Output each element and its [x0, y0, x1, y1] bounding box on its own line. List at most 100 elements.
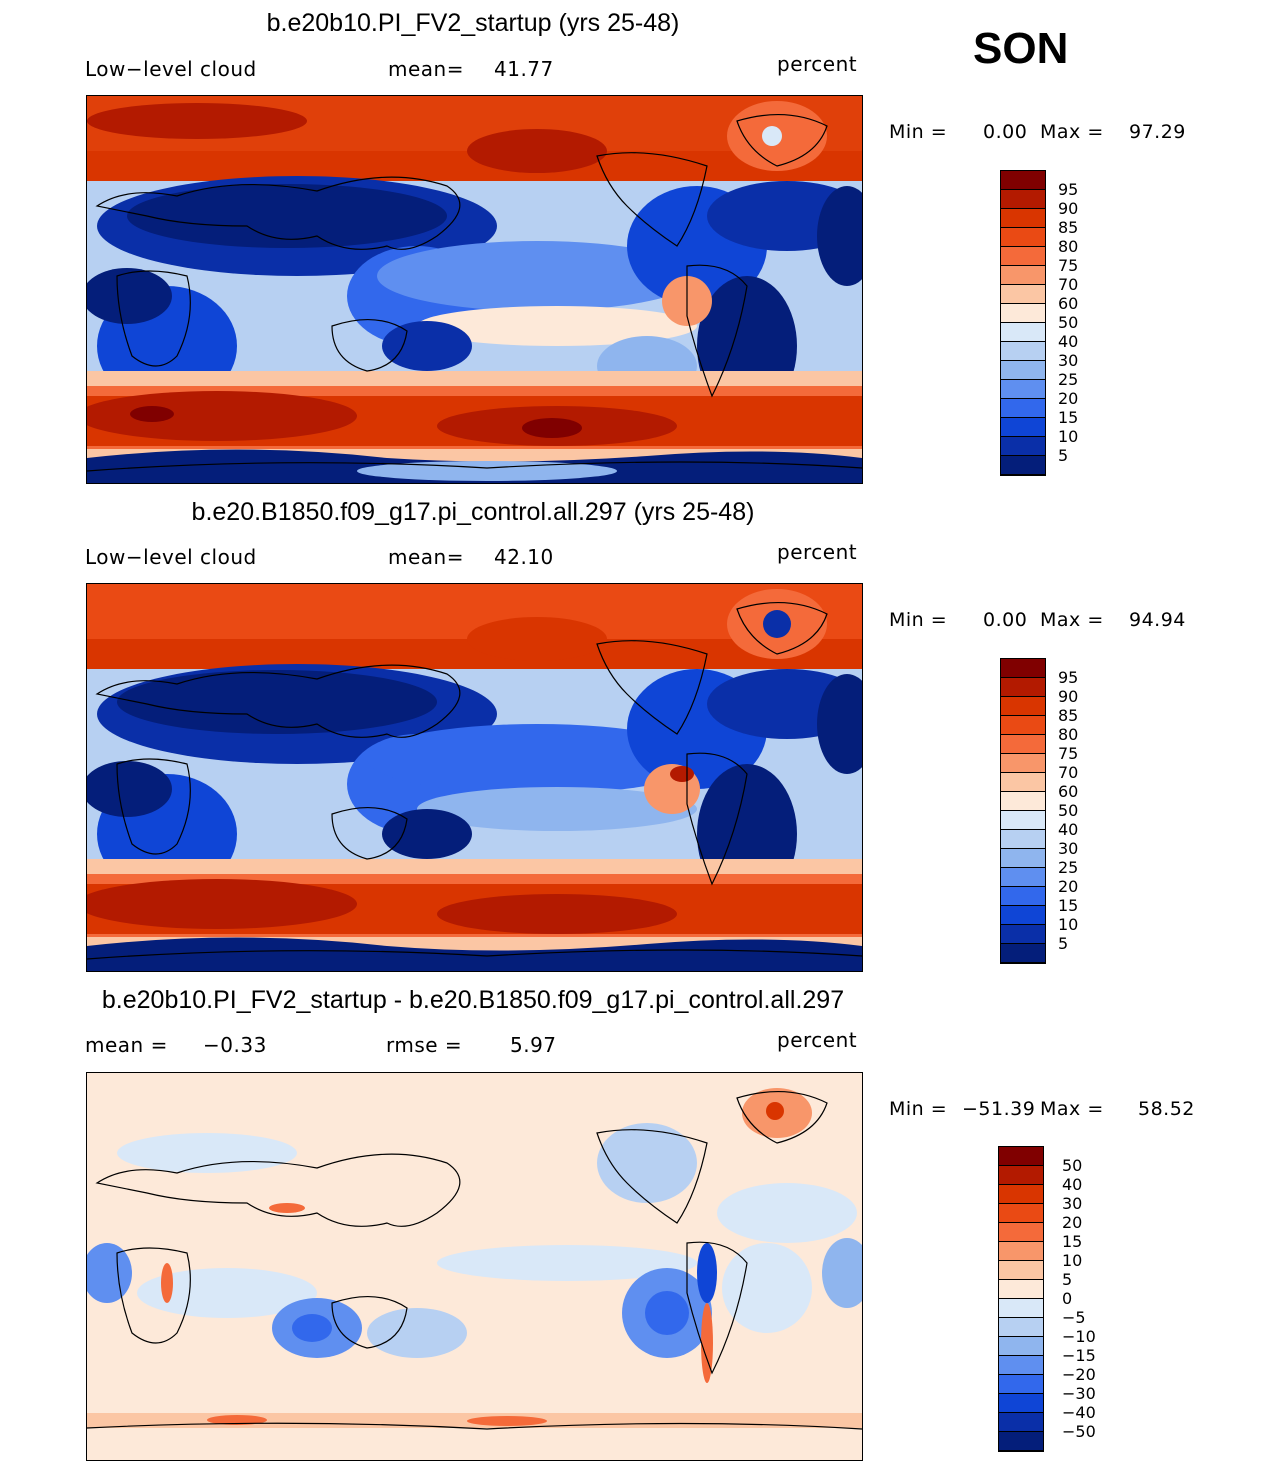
colorbar-swatch: [1001, 380, 1045, 399]
colorbar-tick: 75: [1058, 256, 1079, 275]
colorbar-tick: −10: [1062, 1327, 1096, 1346]
colorbar-tick: 85: [1058, 218, 1079, 237]
panel-2-max-value: 94.94: [1129, 609, 1186, 631]
panel-3-colorbar: [998, 1146, 1044, 1452]
panel-3-title: b.e20b10.PI_FV2_startup - b.e20.B1850.f0…: [101, 986, 845, 1014]
colorbar-tick: 50: [1062, 1156, 1083, 1175]
panel-2-colorbar-ticks: 95 90 85 80 75 70 60 50 40 30 25 20 15 1…: [1058, 668, 1078, 953]
colorbar-swatch: [1001, 190, 1045, 209]
colorbar-tick: 5: [1062, 1270, 1073, 1289]
panel-1-map: [86, 95, 863, 484]
colorbar-tick: −40: [1062, 1403, 1096, 1422]
colorbar-tick: 30: [1058, 839, 1079, 858]
colorbar-tick: 85: [1058, 706, 1079, 725]
colorbar-swatch: [1001, 323, 1045, 342]
colorbar-tick: 15: [1058, 896, 1079, 915]
panel-3-mean-label: mean =: [85, 1033, 168, 1057]
panel-2-map: [86, 583, 863, 972]
panel-1-mean-value: 41.77: [494, 57, 554, 81]
colorbar-tick: 10: [1058, 427, 1079, 446]
colorbar-tick: 80: [1058, 237, 1079, 256]
panel-3-max-label: Max =: [1040, 1098, 1104, 1120]
colorbar-tick: 80: [1058, 725, 1079, 744]
season-label: SON: [973, 24, 1069, 73]
colorbar-swatch: [1001, 659, 1045, 678]
panel-1-max-value: 97.29: [1129, 121, 1186, 143]
colorbar-tick: −20: [1062, 1365, 1096, 1384]
colorbar-tick: 30: [1058, 351, 1079, 370]
colorbar-tick: 40: [1062, 1175, 1083, 1194]
colorbar-tick: 0: [1062, 1289, 1073, 1308]
panel-3-units: percent: [777, 1028, 858, 1052]
colorbar-tick: 5: [1058, 446, 1069, 465]
colorbar-tick: 90: [1058, 687, 1079, 706]
colorbar-tick: 5: [1058, 934, 1069, 953]
colorbar-swatch: [999, 1318, 1043, 1337]
panel-1-min-value: 0.00: [983, 121, 1028, 143]
colorbar-swatch: [1001, 399, 1045, 418]
colorbar-swatch: [1001, 209, 1045, 228]
colorbar-swatch: [1001, 361, 1045, 380]
colorbar-tick: 90: [1058, 199, 1079, 218]
colorbar-swatch: [999, 1147, 1043, 1166]
panel-3-mean-value: −0.33: [203, 1033, 267, 1057]
colorbar-tick: 50: [1058, 801, 1079, 820]
colorbar-swatch: [999, 1432, 1043, 1451]
panel-2-variable: Low−level cloud: [85, 545, 257, 569]
colorbar-swatch: [999, 1299, 1043, 1318]
colorbar-tick: 25: [1058, 370, 1079, 389]
colorbar-swatch: [1001, 830, 1045, 849]
panel-2-units: percent: [777, 540, 858, 564]
colorbar-swatch: [1001, 792, 1045, 811]
panel-2-min-label: Min =: [889, 609, 948, 631]
colorbar-tick: 60: [1058, 294, 1079, 313]
panel-1-min-label: Min =: [889, 121, 948, 143]
colorbar-swatch: [1001, 247, 1045, 266]
colorbar-tick: 30: [1062, 1194, 1083, 1213]
colorbar-swatch: [999, 1394, 1043, 1413]
colorbar-swatch: [999, 1261, 1043, 1280]
colorbar-tick: 60: [1058, 782, 1079, 801]
colorbar-swatch: [1001, 304, 1045, 323]
colorbar-swatch: [999, 1223, 1043, 1242]
colorbar-tick: 15: [1062, 1232, 1083, 1251]
colorbar-tick: 40: [1058, 332, 1079, 351]
panel-1-mean-label: mean=: [388, 57, 464, 81]
colorbar-tick: 75: [1058, 744, 1079, 763]
panel-2-max-label: Max =: [1040, 609, 1104, 631]
panel-2-colorbar: [1000, 658, 1046, 964]
panel-3-rmse-label: rmse =: [386, 1033, 463, 1057]
colorbar-tick: 20: [1058, 389, 1079, 408]
colorbar-swatch: [1001, 773, 1045, 792]
colorbar-tick: 25: [1058, 858, 1079, 877]
colorbar-swatch: [1001, 228, 1045, 247]
colorbar-swatch: [999, 1337, 1043, 1356]
colorbar-swatch: [1001, 735, 1045, 754]
colorbar-tick: 15: [1058, 408, 1079, 427]
colorbar-tick: −5: [1062, 1308, 1086, 1327]
colorbar-swatch: [999, 1413, 1043, 1432]
panel-2-mean-value: 42.10: [494, 545, 554, 569]
colorbar-swatch: [1001, 906, 1045, 925]
colorbar-swatch: [1001, 678, 1045, 697]
colorbar-swatch: [1001, 418, 1045, 437]
panel-1-variable: Low−level cloud: [85, 57, 257, 81]
panel-1-title: b.e20b10.PI_FV2_startup (yrs 25-48): [266, 9, 680, 37]
colorbar-swatch: [1001, 342, 1045, 361]
colorbar-tick: −30: [1062, 1384, 1096, 1403]
colorbar-swatch: [1001, 754, 1045, 773]
colorbar-swatch: [1001, 925, 1045, 944]
colorbar-swatch: [1001, 285, 1045, 304]
colorbar-swatch: [999, 1185, 1043, 1204]
colorbar-swatch: [1001, 868, 1045, 887]
colorbar-tick: 10: [1062, 1251, 1083, 1270]
colorbar-tick: 95: [1058, 180, 1079, 199]
colorbar-tick: 70: [1058, 275, 1079, 294]
panel-2-mean-label: mean=: [388, 545, 464, 569]
panel-3-colorbar-ticks: 50 40 30 20 15 10 5 0 −5 −10 −15 −20 −30…: [1062, 1156, 1096, 1441]
colorbar-swatch: [999, 1280, 1043, 1299]
colorbar-swatch: [999, 1375, 1043, 1394]
colorbar-swatch: [1001, 944, 1045, 963]
panel-1-colorbar: [1000, 170, 1046, 476]
colorbar-swatch: [1001, 456, 1045, 475]
